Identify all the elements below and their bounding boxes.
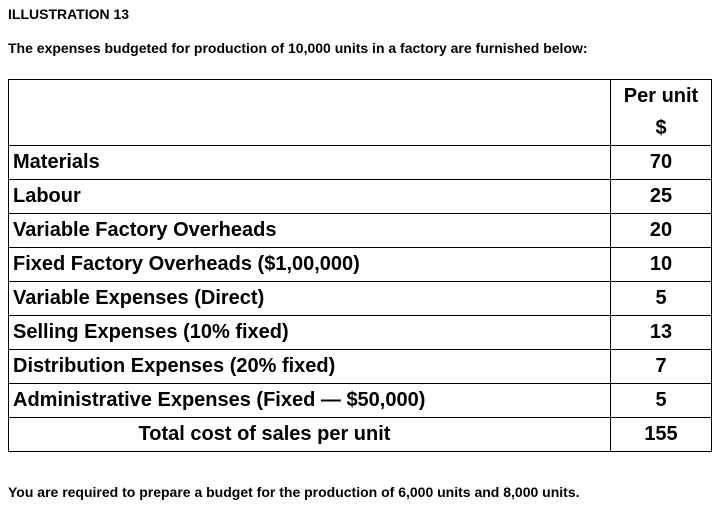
table-row: Distribution Expenses (20% fixed) 7 bbox=[8, 349, 712, 384]
table-row: Variable Expenses (Direct) 5 bbox=[8, 281, 712, 316]
table-unit-row: $ bbox=[8, 112, 712, 146]
currency-header: $ bbox=[610, 112, 712, 146]
row-label: Distribution Expenses (20% fixed) bbox=[8, 349, 611, 384]
row-value: 7 bbox=[610, 349, 712, 384]
task-instruction: You are required to prepare a budget for… bbox=[8, 484, 580, 500]
table-row: Administrative Expenses (Fixed — $50,000… bbox=[8, 383, 712, 418]
table-row: Labour 25 bbox=[8, 179, 712, 214]
row-label: Fixed Factory Overheads ($1,00,000) bbox=[8, 247, 611, 282]
row-label: Selling Expenses (10% fixed) bbox=[8, 315, 611, 350]
expense-budget-table: Per unit $ Materials 70 Labour 25 Variab… bbox=[8, 79, 712, 452]
row-label: Materials bbox=[8, 145, 611, 180]
header-blank-cell bbox=[8, 79, 611, 112]
table-row: Fixed Factory Overheads ($1,00,000) 10 bbox=[8, 247, 712, 282]
per-unit-header: Per unit bbox=[610, 79, 712, 112]
row-label: Administrative Expenses (Fixed — $50,000… bbox=[8, 383, 611, 418]
illustration-heading: ILLUSTRATION 13 bbox=[8, 6, 130, 22]
row-value: 25 bbox=[610, 179, 712, 214]
row-value: 5 bbox=[610, 383, 712, 418]
table-row: Variable Factory Overheads 20 bbox=[8, 213, 712, 248]
table-header-row: Per unit bbox=[8, 79, 712, 112]
total-value: 155 bbox=[610, 417, 712, 452]
total-label: Total cost of sales per unit bbox=[8, 417, 611, 452]
row-value: 5 bbox=[610, 281, 712, 316]
header-blank-cell bbox=[8, 112, 611, 146]
table-row: Materials 70 bbox=[8, 145, 712, 180]
row-value: 10 bbox=[610, 247, 712, 282]
row-value: 20 bbox=[610, 213, 712, 248]
row-label: Variable Expenses (Direct) bbox=[8, 281, 611, 316]
row-value: 13 bbox=[610, 315, 712, 350]
table-row: Selling Expenses (10% fixed) 13 bbox=[8, 315, 712, 350]
total-row: Total cost of sales per unit 155 bbox=[8, 417, 712, 452]
row-label: Variable Factory Overheads bbox=[8, 213, 611, 248]
problem-statement: The expenses budgeted for production of … bbox=[8, 40, 588, 56]
row-value: 70 bbox=[610, 145, 712, 180]
row-label: Labour bbox=[8, 179, 611, 214]
